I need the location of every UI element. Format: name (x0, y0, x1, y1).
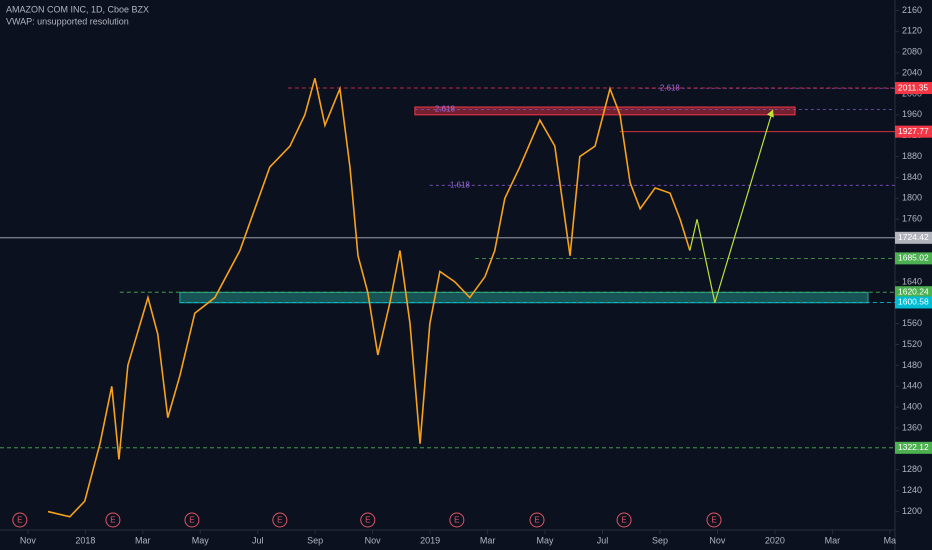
y-tick-label: 1520 (902, 339, 922, 349)
earnings-marker (449, 512, 465, 528)
y-tick-label: 1960 (902, 109, 922, 119)
level-label: 1927.77 (898, 126, 929, 136)
level-label: 1724.42 (898, 232, 929, 242)
x-tick-label: 2019 (420, 535, 440, 545)
y-tick-label: 1400 (902, 402, 922, 412)
y-tick-label: 1840 (902, 172, 922, 182)
earnings-marker (360, 512, 376, 528)
y-tick-label: 2040 (902, 67, 922, 77)
earnings-marker (272, 512, 288, 528)
earnings-marker (12, 512, 28, 528)
fib-label: 2.618 (435, 105, 456, 114)
level-label: 1685.02 (898, 253, 929, 263)
x-tick-label: Nov (20, 535, 37, 545)
arrow-head (766, 109, 774, 118)
chart-subtitle: VWAP: unsupported resolution (6, 16, 129, 26)
level-tag (895, 286, 932, 299)
y-tick-label: 1800 (902, 193, 922, 203)
earnings-label: E (621, 516, 626, 525)
chart-title: AMAZON COM INC, 1D, Cboe BZX (6, 4, 149, 14)
earnings-marker (184, 512, 200, 528)
earnings-label: E (17, 516, 22, 525)
y-tick-label: 2160 (902, 5, 922, 15)
x-tick-label: 2018 (75, 535, 95, 545)
earnings-marker (616, 512, 632, 528)
y-tick-label: 1880 (902, 151, 922, 161)
earnings-label: E (534, 516, 539, 525)
level-label: 1600.58 (898, 297, 929, 307)
level-tag (895, 231, 932, 244)
y-tick-label: 1280 (902, 464, 922, 474)
earnings-marker (529, 512, 545, 528)
x-tick-label: May (537, 535, 555, 545)
y-tick-label: 1360 (902, 422, 922, 432)
earnings-marker (105, 512, 121, 528)
level-tag (895, 441, 932, 454)
earnings-label: E (110, 516, 115, 525)
earnings-label: E (189, 516, 194, 525)
x-tick-label: 2020 (765, 535, 785, 545)
x-tick-label: Nov (709, 535, 726, 545)
earnings-marker (706, 512, 722, 528)
level-label: 2011.35 (898, 82, 928, 92)
y-tick-label: 1480 (902, 360, 922, 370)
x-tick-label: Jul (252, 535, 264, 545)
level-tag (895, 82, 932, 95)
y-tick-label: 2120 (902, 26, 922, 36)
x-tick-label: Nov (365, 535, 382, 545)
level-label: 1620.24 (898, 286, 929, 296)
x-tick-label: Jul (597, 535, 609, 545)
level-tag (895, 125, 932, 138)
level-tag (895, 296, 932, 309)
y-tick-label: 1200 (902, 506, 922, 516)
x-tick-label: Mar (480, 535, 496, 545)
y-tick-label: 1560 (902, 318, 922, 328)
x-tick-label: Ma (884, 535, 897, 545)
zone (179, 291, 869, 304)
x-tick-label: Mar (825, 535, 841, 545)
projection-arrow (689, 109, 774, 303)
earnings-label: E (454, 516, 459, 525)
level-tag (895, 252, 932, 265)
level-label: 1322.12 (898, 442, 929, 452)
earnings-label: E (711, 516, 716, 525)
y-tick-label: 1240 (902, 485, 922, 495)
y-tick-label: 2080 (902, 47, 922, 57)
x-tick-label: Mar (135, 535, 151, 545)
y-tick-label: 1760 (902, 214, 922, 224)
y-tick-label: 1640 (902, 276, 922, 286)
x-tick-label: Sep (652, 535, 668, 545)
fib-label: 2.618 (660, 83, 681, 92)
earnings-label: E (365, 516, 370, 525)
fib-label: 1.618 (450, 180, 471, 189)
x-tick-label: Sep (307, 535, 323, 545)
price-line (47, 78, 691, 518)
earnings-label: E (277, 516, 282, 525)
y-tick-label: 1440 (902, 381, 922, 391)
x-tick-label: May (192, 535, 210, 545)
